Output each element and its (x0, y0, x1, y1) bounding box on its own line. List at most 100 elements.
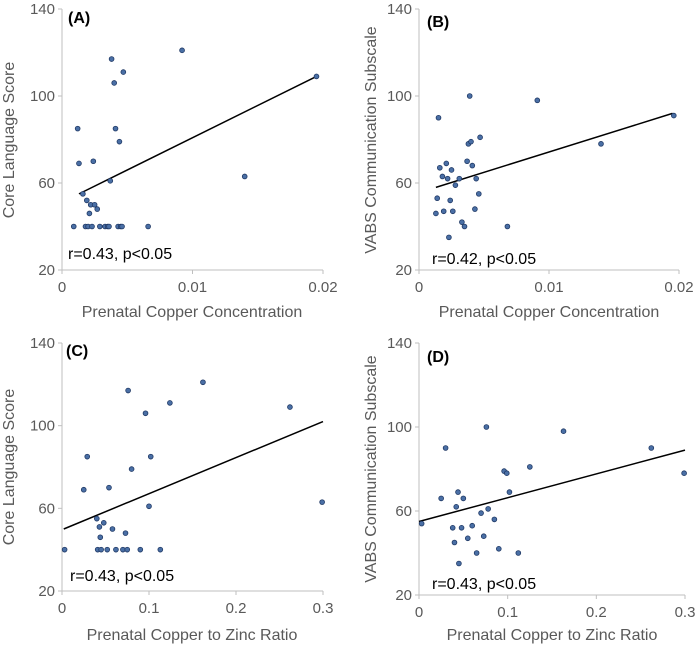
data-point (459, 219, 465, 225)
trend-line (78, 75, 317, 195)
data-point (442, 445, 449, 451)
data-point (464, 535, 471, 542)
data-point (648, 445, 655, 451)
data-point (124, 546, 131, 553)
x-tick-label: 0.02 (308, 279, 337, 296)
data-point (452, 182, 459, 188)
data-point (475, 191, 482, 197)
data-point (440, 208, 447, 215)
data-point (96, 524, 103, 530)
x-tick-label: 0.1 (497, 604, 518, 621)
scatter-panel-3: 20 60 100 140 0 0.1 0.2 0.3 Prenatal Copper to Z… (363, 335, 695, 644)
data-point (86, 210, 93, 217)
data-point (111, 80, 117, 86)
data-point (451, 539, 458, 546)
trend-line (63, 420, 324, 530)
y-tick-label: 20 (38, 262, 55, 279)
y-tick-label: 20 (395, 262, 412, 279)
data-point (449, 524, 456, 531)
data-point (112, 125, 119, 132)
data-point (534, 97, 541, 104)
data-point (76, 160, 82, 167)
y-axis-label: VABS Communication Subscale (363, 26, 380, 253)
y-axis-label: Core Language Score (1, 62, 18, 219)
data-point (106, 223, 112, 230)
x-axis-label: Prenatal Copper to Zinc Ratio (447, 627, 658, 644)
data-point (560, 428, 567, 435)
data-point (94, 515, 100, 522)
data-point (145, 223, 151, 230)
data-point (447, 197, 454, 204)
trend-line (435, 112, 673, 189)
data-point (418, 520, 425, 527)
data-point (504, 223, 511, 230)
x-tick-label: 0.02 (664, 279, 693, 296)
data-point (448, 167, 455, 173)
y-tick-label: 140 (387, 1, 412, 18)
data-point (444, 175, 451, 182)
data-point (89, 223, 95, 230)
data-point (473, 550, 480, 556)
data-point (460, 495, 467, 502)
data-point (241, 173, 248, 180)
data-point (434, 195, 441, 202)
data-point (453, 503, 460, 510)
data-point (80, 486, 87, 493)
data-point (506, 489, 513, 495)
x-tick-label: 0.2 (226, 600, 247, 617)
y-tick-label: 60 (38, 500, 55, 517)
x-tick-label: 0.01 (534, 279, 563, 296)
data-point (439, 173, 446, 180)
y-tick-label: 60 (395, 503, 412, 520)
panel-label: (B) (427, 14, 449, 31)
y-tick-label: 60 (395, 175, 412, 192)
y-tick-label: 100 (387, 88, 412, 105)
data-point (469, 162, 476, 169)
data-point (61, 546, 68, 553)
x-axis-label: Prenatal Copper Concentration (439, 304, 660, 321)
data-point (443, 160, 450, 167)
data-point (119, 223, 125, 230)
y-axis-label: Core Language Score (1, 389, 18, 546)
y-tick-label: 20 (38, 583, 55, 600)
data-point (446, 234, 452, 241)
data-point (503, 470, 510, 477)
data-point (97, 223, 103, 230)
y-tick-label: 100 (387, 419, 412, 436)
data-point (464, 158, 470, 165)
data-point (116, 138, 123, 145)
data-point (122, 530, 129, 536)
data-point (468, 138, 474, 145)
data-point (469, 522, 476, 529)
data-point (480, 533, 487, 539)
correlation-annotation: r=0.42, p<0.05 (432, 251, 536, 268)
data-point (146, 503, 152, 510)
data-point (84, 453, 91, 460)
data-point (74, 125, 81, 132)
data-point (94, 206, 101, 212)
data-point (681, 470, 687, 477)
trend-line (418, 449, 686, 523)
data-point (80, 191, 86, 197)
y-tick-label: 60 (38, 175, 55, 192)
data-point (100, 519, 107, 526)
x-tick-label: 0.01 (178, 279, 207, 296)
data-point (104, 546, 111, 553)
data-point (473, 175, 480, 182)
scatter-panel-0: 20 60 100 140 0 0.01 0.02 Prenatal Copper Conce… (1, 1, 338, 321)
y-tick-label: 20 (395, 587, 412, 604)
data-point (109, 526, 116, 532)
data-point (70, 223, 77, 230)
x-tick-label: 0.2 (586, 604, 607, 621)
correlation-annotation: r=0.43, p<0.05 (68, 246, 172, 263)
data-point (83, 197, 90, 204)
data-point (167, 400, 173, 406)
data-point (598, 141, 604, 147)
x-tick-label: 0.1 (139, 600, 160, 617)
x-tick-label: 0 (58, 279, 66, 296)
data-point (98, 546, 104, 553)
data-point (113, 546, 119, 553)
panel-label: (C) (66, 343, 88, 360)
data-point (313, 73, 320, 80)
